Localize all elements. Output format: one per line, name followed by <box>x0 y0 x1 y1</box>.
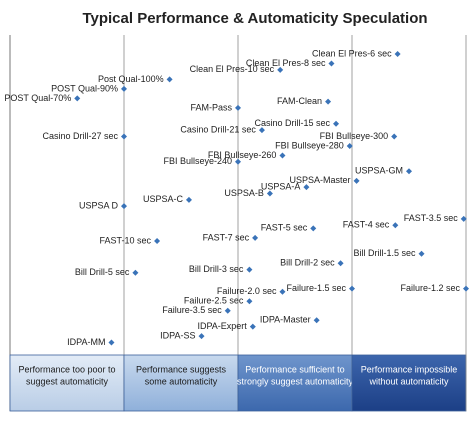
point <box>349 285 355 292</box>
point-label: Casino Drill-21 sec <box>180 124 256 134</box>
point-label: Failure-1.2 sec <box>400 283 460 293</box>
zone-label: Performance sufficient to <box>245 364 344 374</box>
point <box>353 177 360 184</box>
point <box>277 66 284 73</box>
point-label: Failure-1.5 sec <box>286 283 346 293</box>
point-label: POST Qual-90% <box>51 83 118 93</box>
point <box>325 98 332 105</box>
point-label: Failure-2.0 sec <box>217 286 277 296</box>
point <box>224 307 231 314</box>
point <box>121 133 127 140</box>
point <box>460 215 467 222</box>
point-label: FAST-3.5 sec <box>404 213 459 223</box>
point <box>303 184 310 191</box>
zone-label: without automaticity <box>368 376 449 386</box>
point-label: Bill Drill-1.5 sec <box>354 248 417 258</box>
point-label: FAM-Pass <box>190 102 232 112</box>
zone-box <box>123 354 239 412</box>
chart-title: Typical Performance & Automaticity Specu… <box>82 10 427 27</box>
point <box>121 203 127 210</box>
point-label: IDPA-SS <box>160 331 195 341</box>
point <box>279 288 286 295</box>
point-label: FAST-7 sec <box>203 232 250 242</box>
point <box>235 104 241 111</box>
point <box>310 225 317 232</box>
point <box>246 298 253 305</box>
point <box>463 285 469 292</box>
point-label: Post Qual-100% <box>98 74 164 84</box>
point-label: FBI Bullseye-240 <box>163 156 232 166</box>
point-label: Casino Drill-15 sec <box>255 118 331 128</box>
point-label: Clean El Pres-10 sec <box>190 64 275 74</box>
point <box>74 95 81 102</box>
point-label: Bill Drill-3 sec <box>189 264 244 274</box>
zone-label: Performance impossible <box>361 364 458 374</box>
zone-label: some automaticity <box>145 376 218 386</box>
point-label: USPSA-C <box>143 194 184 204</box>
point <box>108 339 115 346</box>
zone-box <box>237 354 353 412</box>
point <box>132 269 139 276</box>
point <box>418 250 425 257</box>
zone-label: Performance suggests <box>136 364 227 374</box>
point <box>166 76 173 83</box>
point-label: Casino Drill-27 sec <box>42 131 118 141</box>
point-label: FAM-Clean <box>277 96 322 106</box>
point <box>328 60 335 67</box>
zone-box <box>9 354 125 412</box>
point-label: Clean El Pres-8 sec <box>246 58 326 68</box>
point-label: FBI Bullseye-300 <box>320 131 389 141</box>
zone-label: Performance too poor to <box>18 364 115 374</box>
point <box>246 266 253 273</box>
point <box>252 234 259 241</box>
point <box>333 120 340 127</box>
point <box>346 142 353 149</box>
point-label: Bill Drill-2 sec <box>280 258 335 268</box>
point <box>154 238 161 245</box>
point <box>391 133 398 140</box>
point-label: FAST-4 sec <box>343 220 390 230</box>
point <box>198 333 205 340</box>
point-label: Bill Drill-5 sec <box>75 267 130 277</box>
point-label: Failure-3.5 sec <box>162 305 222 315</box>
point-label: USPSA-GM <box>355 166 403 176</box>
point-label: USPSA D <box>79 201 119 211</box>
point <box>185 196 192 203</box>
point-label: USPSA-A <box>261 182 301 192</box>
point-label: USPSA-Master <box>290 175 351 185</box>
point <box>258 127 265 134</box>
point <box>392 222 399 229</box>
point <box>337 260 344 267</box>
point-label: FAST-5 sec <box>261 223 308 233</box>
point-label: IDPA-MM <box>67 337 105 347</box>
point-label: IDPA-Master <box>260 315 311 325</box>
point-label: USPSA-B <box>224 188 264 198</box>
zone-label: suggest automaticity <box>26 376 109 386</box>
point-label: FBI Bullseye-260 <box>208 150 277 160</box>
point <box>121 85 127 92</box>
zone-box <box>351 354 467 412</box>
zone-label: strongly suggest automaticity <box>237 376 354 386</box>
point <box>406 168 412 175</box>
point-label: FBI Bullseye-280 <box>275 140 344 150</box>
point-label: POST Qual-70% <box>4 93 71 103</box>
point <box>279 152 286 159</box>
point <box>394 51 401 58</box>
point-label: Failure-2.5 sec <box>184 296 244 306</box>
point <box>266 190 273 197</box>
point <box>235 158 241 165</box>
point <box>313 317 320 324</box>
point-label: FAST-10 sec <box>100 235 152 245</box>
point <box>249 323 256 330</box>
point-label: IDPA-Expert <box>197 321 247 331</box>
point-label: Clean El Pres-6 sec <box>312 48 392 58</box>
